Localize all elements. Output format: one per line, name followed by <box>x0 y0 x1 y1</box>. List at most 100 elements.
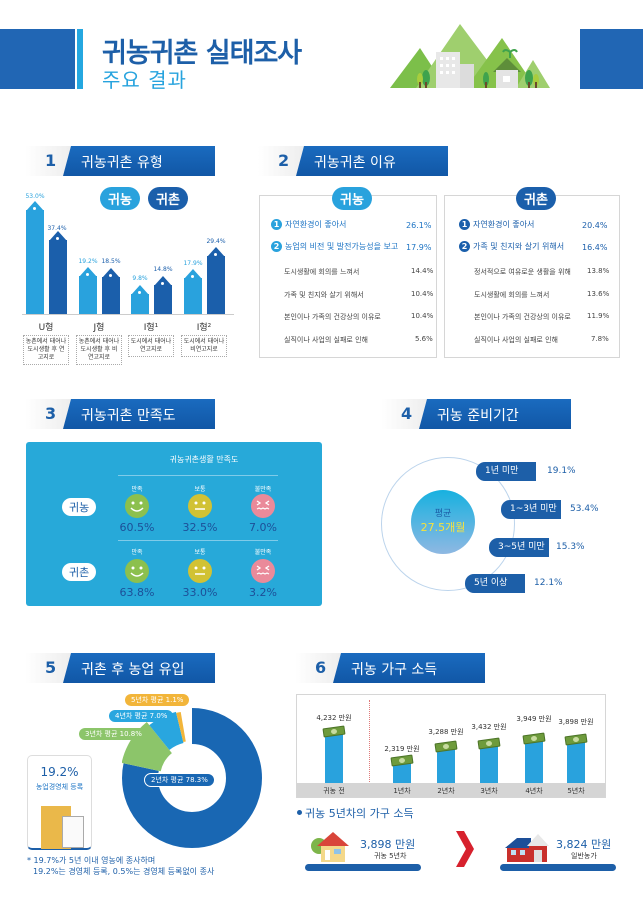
compare-heading: 귀농 5년차의 가구 소득 <box>305 807 414 820</box>
income-bar <box>525 737 543 783</box>
average-value: 27.5개월 <box>420 521 466 534</box>
farming-donut-chart <box>122 708 262 848</box>
footnote-2: 19.2%는 경영체 등록, 0.5%는 경영체 등록없이 종사 <box>33 867 215 876</box>
reason-value: 17.9% <box>406 243 432 252</box>
reason-value: 10.4% <box>411 290 434 298</box>
reason-row: 2 가족 및 친지와 살기 위해서 <box>459 241 564 252</box>
reason-label: 실직이나 사업의 실패로 인해 <box>284 336 368 344</box>
legend-guinong: 귀농 <box>100 187 140 210</box>
section-1-header: 1 귀농귀촌 유형 <box>25 146 215 176</box>
col-label: 보통 <box>194 549 206 556</box>
compare-left-label: 귀농 5년차 <box>374 852 407 860</box>
satisfaction-title: 귀농귀촌생활 만족도 <box>169 455 239 464</box>
income-bar <box>567 738 585 783</box>
satisfaction-panel: 귀농귀촌생활 만족도 만족 보통 불만족 귀농 60.5% 32.5% 7.0%… <box>26 442 322 606</box>
income-axis-band <box>297 783 605 797</box>
bar-j-guinong <box>79 273 97 314</box>
bar-value: 37.4% <box>47 225 67 232</box>
reason-value: 14.4% <box>411 267 434 275</box>
unhappy-face-icon <box>251 559 275 583</box>
prep-value: 15.3% <box>556 542 585 552</box>
bar-i1-guinong <box>131 291 149 314</box>
col-label: 보통 <box>194 486 206 493</box>
prep-average-circle: 평균 27.5개월 <box>411 490 475 554</box>
income-value: 3,432 만원 <box>471 723 507 731</box>
income-bar <box>437 746 455 783</box>
category-label: I형¹ <box>143 323 159 333</box>
prep-tag: 3~5년 미만 <box>489 538 549 557</box>
reason-label: 도시생활에 회의를 느껴서 <box>474 291 550 299</box>
greater-than-icon <box>456 831 474 867</box>
reason-label: 정서적으로 여유로운 생활을 위해 <box>474 268 571 276</box>
category-label: I형² <box>196 323 212 333</box>
income-x-label: 2년차 <box>437 787 455 795</box>
compare-right-label: 일반농가 <box>571 852 597 860</box>
neutral-face-icon <box>188 494 212 518</box>
income-x-label: 귀농 전 <box>323 787 345 795</box>
income-x-label: 4년차 <box>525 787 543 795</box>
legend: 귀농 귀촌 <box>100 187 188 210</box>
donut-label-2y: 2년차 평균 78.3% <box>144 773 215 787</box>
reason-value: 26.1% <box>406 221 432 230</box>
section-2-header: 2 귀농귀촌 이유 <box>258 146 448 176</box>
reason-label: 가족 및 친지와 살기 위해서 <box>284 291 364 299</box>
neutral-face-icon <box>188 559 212 583</box>
category-label: U형 <box>38 323 54 333</box>
reasons-guinong-pill: 귀농 <box>332 187 372 210</box>
prep-outer-ring <box>381 457 515 591</box>
income-bar <box>480 743 498 783</box>
satisfaction-value: 63.8% <box>119 586 155 599</box>
document-icon <box>62 816 84 848</box>
reason-value: 13.8% <box>587 267 610 275</box>
bar-value: 19.2% <box>78 258 98 265</box>
page-subtitle: 주요 결과 <box>102 68 187 92</box>
donut-label-5y: 5년차 평균 1.1% <box>125 694 190 706</box>
prep-tag: 1년 미만 <box>476 462 536 481</box>
income-value: 4,232 만원 <box>316 714 352 722</box>
donut-label-4y: 4년차 평균 7.0% <box>109 710 174 722</box>
income-value: 3,898 만원 <box>558 718 594 726</box>
bullet-icon <box>297 810 302 815</box>
reason-value: 16.4% <box>582 243 608 252</box>
row-label-guinong: 귀농 <box>62 498 97 516</box>
bar-u-guinong <box>26 207 44 314</box>
income-x-label: 3년차 <box>480 787 498 795</box>
income-x-label: 5년차 <box>567 787 585 795</box>
bar-i2-guinong <box>184 275 202 314</box>
section-6-header: 6 귀농 가구 소득 <box>295 653 485 683</box>
satisfaction-value: 33.0% <box>182 586 218 599</box>
happy-face-icon <box>125 494 149 518</box>
page-title: 귀농귀촌 실태조사 <box>102 38 302 69</box>
reason-value: 5.6% <box>415 335 433 343</box>
satisfaction-value: 7.0% <box>249 521 277 534</box>
header-bar-accent <box>77 29 83 89</box>
satisfaction-value: 3.2% <box>249 586 277 599</box>
house-icon <box>311 832 349 862</box>
reason-value: 20.4% <box>582 221 608 230</box>
happy-face-icon <box>125 559 149 583</box>
reason-label: 본인이나 가족의 건강상의 이유로 <box>284 313 381 321</box>
bar-value: 9.8% <box>132 275 148 282</box>
col-label: 만족 <box>131 549 143 556</box>
category-desc: 농촌에서 태어나 도시생활 후 비연고지로 <box>76 335 122 365</box>
income-value: 3,288 만원 <box>428 728 464 736</box>
reason-row: 2 농업의 비전 및 발전가능성을 보고 <box>271 241 398 252</box>
category-desc: 도시에서 태어나 비연고지로 <box>181 335 227 357</box>
reason-label: 도시생활에 회의를 느껴서 <box>284 268 360 276</box>
bar-value: 53.0% <box>25 193 45 200</box>
bar-u-guichon <box>49 237 67 314</box>
row-label-guichon: 귀촌 <box>62 563 97 581</box>
income-bar <box>325 733 343 783</box>
reasons-box-guinong <box>259 195 437 358</box>
reason-value: 13.6% <box>587 290 610 298</box>
reason-label: 실직이나 사업의 실패로 인해 <box>474 336 558 344</box>
reasons-guichon-pill: 귀촌 <box>516 187 556 210</box>
header-bar-right <box>580 29 643 89</box>
reason-value: 10.4% <box>411 312 434 320</box>
bar-value: 14.8% <box>153 266 173 273</box>
bar-i2-guichon <box>207 253 225 314</box>
reason-row: 1 자연환경이 좋아서 <box>271 219 346 230</box>
income-x-label: 1년차 <box>393 787 411 795</box>
prep-tag: 1~3년 미만 <box>501 500 561 519</box>
callout-label: 농업경영체 등록 <box>35 783 84 791</box>
